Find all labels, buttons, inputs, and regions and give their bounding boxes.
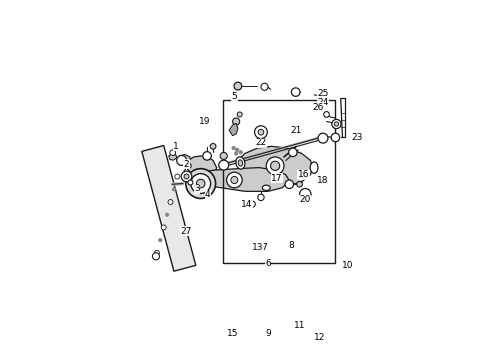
- Text: 20: 20: [299, 195, 311, 204]
- Text: 1: 1: [173, 142, 179, 151]
- Circle shape: [181, 171, 192, 182]
- Circle shape: [320, 93, 326, 99]
- Text: 3: 3: [194, 184, 200, 193]
- Circle shape: [219, 160, 229, 170]
- Ellipse shape: [262, 185, 270, 190]
- Circle shape: [168, 199, 173, 204]
- Text: 12: 12: [314, 333, 325, 342]
- Text: 15: 15: [227, 329, 238, 338]
- Bar: [222, 100, 335, 263]
- Circle shape: [258, 194, 264, 201]
- Text: 11: 11: [294, 321, 306, 330]
- Circle shape: [289, 148, 297, 157]
- Circle shape: [234, 152, 238, 155]
- Circle shape: [255, 126, 268, 139]
- Circle shape: [220, 152, 227, 159]
- Circle shape: [235, 148, 239, 152]
- Circle shape: [203, 152, 211, 160]
- Text: 21: 21: [291, 126, 302, 135]
- Text: 14: 14: [241, 200, 252, 209]
- Text: 24: 24: [318, 98, 329, 107]
- Polygon shape: [169, 153, 177, 160]
- Text: 2: 2: [184, 159, 189, 168]
- Polygon shape: [229, 123, 238, 136]
- Text: 7: 7: [262, 243, 268, 252]
- Text: 19: 19: [198, 117, 210, 126]
- Text: 8: 8: [288, 241, 294, 250]
- Ellipse shape: [310, 162, 318, 173]
- Circle shape: [334, 122, 339, 126]
- Circle shape: [177, 156, 187, 165]
- Polygon shape: [142, 145, 196, 271]
- Ellipse shape: [236, 157, 245, 169]
- Circle shape: [318, 133, 328, 143]
- Text: 22: 22: [255, 138, 267, 147]
- Circle shape: [237, 112, 242, 117]
- Circle shape: [152, 253, 160, 260]
- Circle shape: [191, 174, 211, 193]
- Circle shape: [161, 225, 166, 230]
- Text: 13: 13: [252, 243, 263, 252]
- Polygon shape: [183, 168, 289, 192]
- Circle shape: [285, 180, 294, 189]
- Ellipse shape: [238, 160, 243, 166]
- Circle shape: [184, 174, 189, 179]
- Circle shape: [185, 163, 191, 168]
- Text: 6: 6: [265, 259, 271, 268]
- Text: 27: 27: [181, 227, 192, 236]
- Text: 17: 17: [271, 174, 283, 183]
- Circle shape: [188, 180, 193, 185]
- Circle shape: [239, 150, 243, 154]
- Circle shape: [196, 179, 205, 188]
- Text: 18: 18: [317, 176, 329, 185]
- Circle shape: [232, 146, 235, 150]
- Circle shape: [172, 188, 176, 191]
- Text: 26: 26: [312, 103, 323, 112]
- Circle shape: [297, 181, 302, 187]
- Polygon shape: [178, 154, 190, 164]
- Circle shape: [332, 120, 341, 129]
- Polygon shape: [194, 173, 204, 179]
- Circle shape: [154, 251, 159, 255]
- Circle shape: [170, 150, 175, 156]
- Circle shape: [210, 144, 216, 149]
- Circle shape: [231, 176, 238, 184]
- Circle shape: [258, 129, 264, 135]
- Text: 4: 4: [205, 190, 211, 199]
- Circle shape: [234, 82, 242, 90]
- Circle shape: [158, 238, 162, 242]
- Circle shape: [165, 213, 169, 216]
- Circle shape: [261, 83, 268, 90]
- Text: 16: 16: [298, 170, 309, 179]
- Text: 9: 9: [265, 329, 271, 338]
- Circle shape: [175, 174, 180, 179]
- Circle shape: [324, 112, 329, 117]
- Circle shape: [179, 162, 182, 166]
- Text: 10: 10: [342, 261, 354, 270]
- Text: 23: 23: [351, 133, 362, 142]
- Circle shape: [266, 157, 284, 175]
- Text: 5: 5: [231, 92, 237, 101]
- Circle shape: [186, 168, 216, 198]
- Polygon shape: [240, 146, 312, 185]
- Circle shape: [249, 201, 255, 207]
- Circle shape: [270, 161, 280, 170]
- Polygon shape: [185, 156, 217, 179]
- Circle shape: [233, 118, 240, 125]
- Circle shape: [299, 189, 311, 200]
- Text: 25: 25: [318, 89, 329, 98]
- Circle shape: [226, 172, 242, 188]
- Circle shape: [292, 88, 300, 96]
- Circle shape: [331, 133, 340, 142]
